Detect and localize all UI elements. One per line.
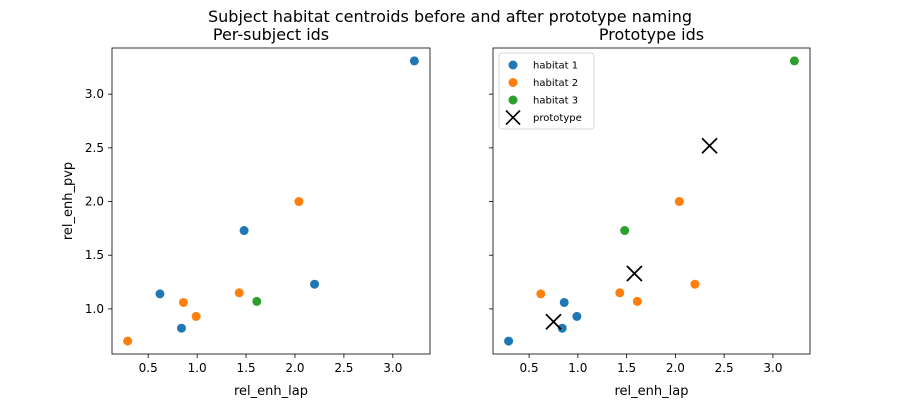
data-point bbox=[615, 288, 625, 298]
data-point bbox=[789, 56, 799, 66]
y-tick-label: 2.0 bbox=[85, 195, 104, 209]
x-tick-label: 1.0 bbox=[188, 361, 207, 375]
x-axis-label: rel_enh_lap bbox=[234, 384, 308, 399]
data-point bbox=[674, 197, 684, 207]
panel-prototype: Prototype ids 0.5 1.0 1.5 2.0 2.5 3.0 rel_enh_l… bbox=[489, 25, 811, 399]
x-tick-label: 2.5 bbox=[715, 361, 734, 375]
x-tick-label: 0.5 bbox=[139, 361, 158, 375]
y-tick-label: 1.0 bbox=[85, 302, 104, 316]
legend-box bbox=[498, 52, 595, 130]
data-point bbox=[559, 297, 569, 307]
data-point bbox=[176, 323, 186, 333]
x-tick-label: 3.0 bbox=[763, 361, 782, 375]
data-point bbox=[504, 336, 514, 346]
panel-title: Prototype ids bbox=[599, 25, 704, 44]
x-tick-label: 2.0 bbox=[285, 361, 304, 375]
data-point bbox=[632, 296, 642, 306]
data-point bbox=[239, 226, 249, 236]
data-point bbox=[557, 323, 567, 333]
figure-title: Subject habitat centroids before and aft… bbox=[208, 7, 692, 26]
data-point bbox=[620, 226, 630, 236]
panel-title: Per-subject ids bbox=[213, 25, 329, 44]
x-tick-label: 1.0 bbox=[568, 361, 587, 375]
prototype-marker-stroke bbox=[626, 265, 643, 282]
prototype-marker bbox=[701, 137, 718, 154]
x-tick-label: 3.0 bbox=[383, 361, 402, 375]
x-tick-label: 1.5 bbox=[237, 361, 256, 375]
data-point bbox=[536, 289, 546, 299]
data-point bbox=[409, 56, 419, 66]
y-tick-label: 3.0 bbox=[85, 87, 104, 101]
data-point bbox=[234, 288, 244, 298]
data-point bbox=[191, 311, 201, 321]
legend: habitat 1 habitat 2 habitat 3 prototype bbox=[498, 52, 595, 130]
prototype-marker bbox=[626, 265, 643, 282]
prototype-marker bbox=[545, 313, 562, 330]
plot-frame bbox=[111, 47, 431, 355]
legend-marker bbox=[508, 78, 518, 87]
data-point bbox=[123, 336, 133, 346]
panel-per-subject: Per-subject ids 0.5 1.0 1.5 2.0 2.5 3.0 1.0 1.5 2… bbox=[61, 25, 431, 399]
x-tick-label: 0.5 bbox=[520, 361, 539, 375]
x-axis-label: rel_enh_lap bbox=[615, 384, 689, 399]
legend-label: habitat 2 bbox=[533, 78, 578, 89]
plot-frame bbox=[492, 47, 811, 355]
prototype-marker-stroke bbox=[701, 137, 718, 154]
legend-label: habitat 1 bbox=[533, 61, 578, 72]
data-point bbox=[252, 296, 262, 306]
x-tick-label: 2.0 bbox=[666, 361, 685, 375]
legend-marker-stroke bbox=[505, 109, 521, 126]
x-tick-label: 2.5 bbox=[334, 361, 353, 375]
data-point bbox=[294, 197, 304, 207]
data-point bbox=[690, 279, 700, 289]
legend-label: habitat 3 bbox=[533, 96, 578, 107]
prototype-marker-stroke bbox=[545, 313, 562, 330]
data-point bbox=[572, 311, 582, 321]
y-tick-label: 1.5 bbox=[85, 248, 104, 262]
y-axis-label: rel_enh_pvp bbox=[61, 162, 76, 240]
legend-marker bbox=[508, 60, 518, 70]
x-tick-label: 1.5 bbox=[617, 361, 636, 375]
data-point bbox=[310, 279, 320, 289]
legend-marker bbox=[508, 95, 518, 105]
legend-label: prototype bbox=[533, 113, 582, 124]
data-point bbox=[178, 297, 188, 307]
y-tick-label: 2.5 bbox=[85, 141, 104, 155]
data-point bbox=[155, 289, 165, 299]
